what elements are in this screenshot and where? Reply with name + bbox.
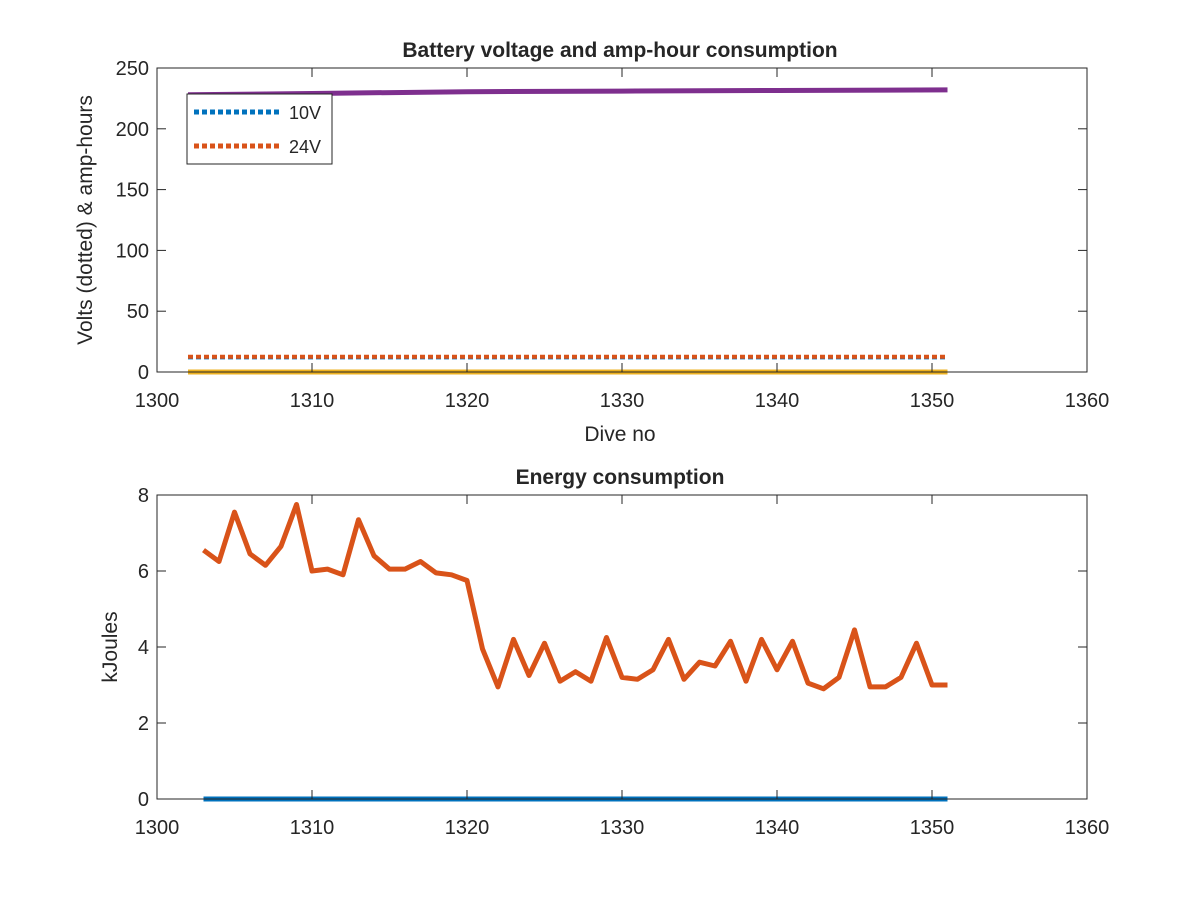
voltage-xtick-label: 1320 bbox=[445, 390, 490, 412]
voltage-chart-ylabel: Volts (dotted) & amp-hours bbox=[74, 95, 97, 345]
voltage-chart-legend: 10V 24V bbox=[186, 93, 333, 165]
legend-label-24v: 24V bbox=[289, 137, 321, 157]
energy-chart-ylabel: kJoules bbox=[99, 611, 122, 682]
voltage-xtick-label: 1340 bbox=[755, 390, 800, 412]
voltage-ytick-label: 100 bbox=[116, 240, 149, 262]
voltage-chart-title: Battery voltage and amp-hour consumption bbox=[402, 39, 837, 62]
energy-ytick-label: 0 bbox=[138, 789, 149, 811]
voltage-ytick-label: 200 bbox=[116, 119, 149, 141]
voltage-ytick-label: 150 bbox=[116, 180, 149, 202]
energy-xtick-label: 1360 bbox=[1065, 817, 1110, 839]
energy-xtick-label: 1300 bbox=[135, 817, 180, 839]
voltage-xtick-label: 1360 bbox=[1065, 390, 1110, 412]
energy-chart-frame bbox=[156, 494, 1088, 800]
energy-xtick-label: 1330 bbox=[600, 817, 645, 839]
voltage-ytick-label: 0 bbox=[138, 362, 149, 384]
energy-ytick-label: 4 bbox=[138, 637, 149, 659]
voltage-chart-frame bbox=[156, 67, 1088, 373]
energy-ytick-label: 8 bbox=[138, 485, 149, 507]
energy-xtick-label: 1320 bbox=[445, 817, 490, 839]
legend-label-10v: 10V bbox=[289, 103, 321, 123]
energy-chart: Energy consumption kJoules 1300 1310 1320 1… bbox=[99, 466, 1109, 839]
energy-ytick-label: 2 bbox=[138, 713, 149, 735]
voltage-ytick-label: 50 bbox=[127, 301, 149, 323]
energy-series-line-1 bbox=[202, 502, 948, 692]
energy-xtick-label: 1350 bbox=[910, 817, 955, 839]
voltage-xtick-label: 1310 bbox=[290, 390, 335, 412]
voltage-xtick-label: 1300 bbox=[135, 390, 180, 412]
voltage-chart: Battery voltage and amp-hour consumption… bbox=[74, 39, 1109, 446]
energy-xtick-label: 1340 bbox=[755, 817, 800, 839]
voltage-xtick-label: 1350 bbox=[910, 390, 955, 412]
voltage-xtick-label: 1330 bbox=[600, 390, 645, 412]
voltage-ytick-label: 250 bbox=[116, 58, 149, 80]
energy-chart-ticks: 1300 1310 1320 1330 1340 1350 1360 0 2 4 6 8 bbox=[135, 485, 1110, 839]
legend-box bbox=[186, 93, 333, 165]
energy-xtick-label: 1310 bbox=[290, 817, 335, 839]
energy-ytick-label: 6 bbox=[138, 561, 149, 583]
voltage-chart-ticks: 1300 1310 1320 1330 1340 1350 1360 0 50 100 150 200… bbox=[116, 58, 1110, 412]
energy-chart-title: Energy consumption bbox=[516, 466, 725, 489]
voltage-chart-xlabel: Dive no bbox=[584, 423, 655, 446]
